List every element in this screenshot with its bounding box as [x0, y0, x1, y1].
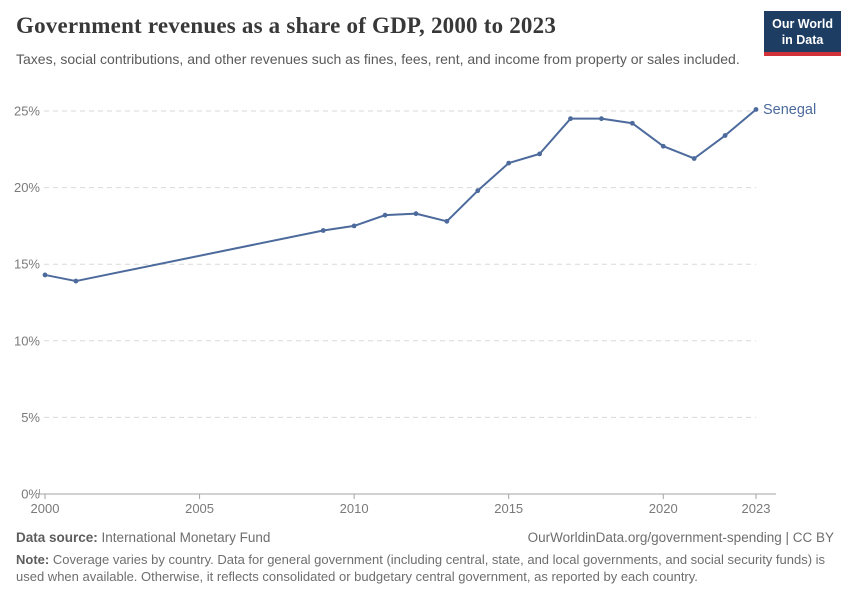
data-point — [691, 156, 697, 161]
rights-attribution: OurWorldinData.org/government-spending |… — [527, 530, 834, 545]
data-point — [320, 228, 326, 233]
data-point — [629, 120, 635, 126]
owid-logo: Our World in Data — [764, 11, 841, 56]
y-tick-label: 15% — [14, 257, 40, 272]
y-tick-label: 10% — [14, 333, 40, 348]
data-point — [42, 272, 48, 278]
logo-text-line1: Our World — [772, 17, 833, 31]
chart-line — [44, 108, 757, 283]
x-tick-label: 2020 — [649, 501, 678, 516]
data-point — [444, 218, 450, 224]
y-tick-label: 5% — [21, 410, 40, 425]
data-point — [753, 107, 759, 112]
x-tick-label: 2023 — [742, 501, 771, 516]
chart-subtitle: Taxes, social contributions, and other r… — [16, 51, 740, 67]
line-chart-plot: 0% 5% 10% 15% 20% 25% 2000 2005 2010 2015 2020 2023… — [14, 102, 816, 516]
data-point — [413, 211, 419, 217]
data-point — [475, 188, 481, 194]
y-tick-label: 25% — [14, 104, 40, 119]
note-text: Coverage varies by country. Data for gen… — [16, 552, 826, 584]
x-tick-label: 2005 — [185, 501, 214, 516]
x-tick-label: 2000 — [31, 501, 60, 516]
data-point — [599, 116, 604, 122]
data-point — [568, 116, 573, 122]
data-source-value: International Monetary Fund — [101, 530, 271, 545]
data-point — [660, 143, 666, 149]
note-label: Note: — [16, 552, 50, 567]
data-point — [537, 151, 543, 157]
data-point — [722, 133, 728, 138]
page-title: Government revenues as a share of GDP, 2… — [16, 13, 557, 38]
series-label: Senegal — [763, 102, 816, 118]
y-tick-label: 20% — [14, 180, 40, 195]
data-source: Data source: International Monetary Fund — [16, 530, 270, 545]
logo-text-line2: in Data — [781, 33, 824, 48]
y-tick-label: 0% — [21, 487, 40, 502]
data-point — [382, 212, 388, 218]
x-tick-label: 2015 — [494, 501, 523, 516]
data-point — [351, 223, 357, 229]
footer-source-row: Data source: International Monetary Fund… — [16, 530, 834, 545]
data-point — [73, 278, 79, 284]
x-tick-label: 2010 — [340, 501, 369, 516]
footer-note: Note: Coverage varies by country. Data f… — [16, 552, 837, 585]
data-source-label: Data source: — [16, 530, 98, 545]
data-point — [506, 160, 512, 166]
